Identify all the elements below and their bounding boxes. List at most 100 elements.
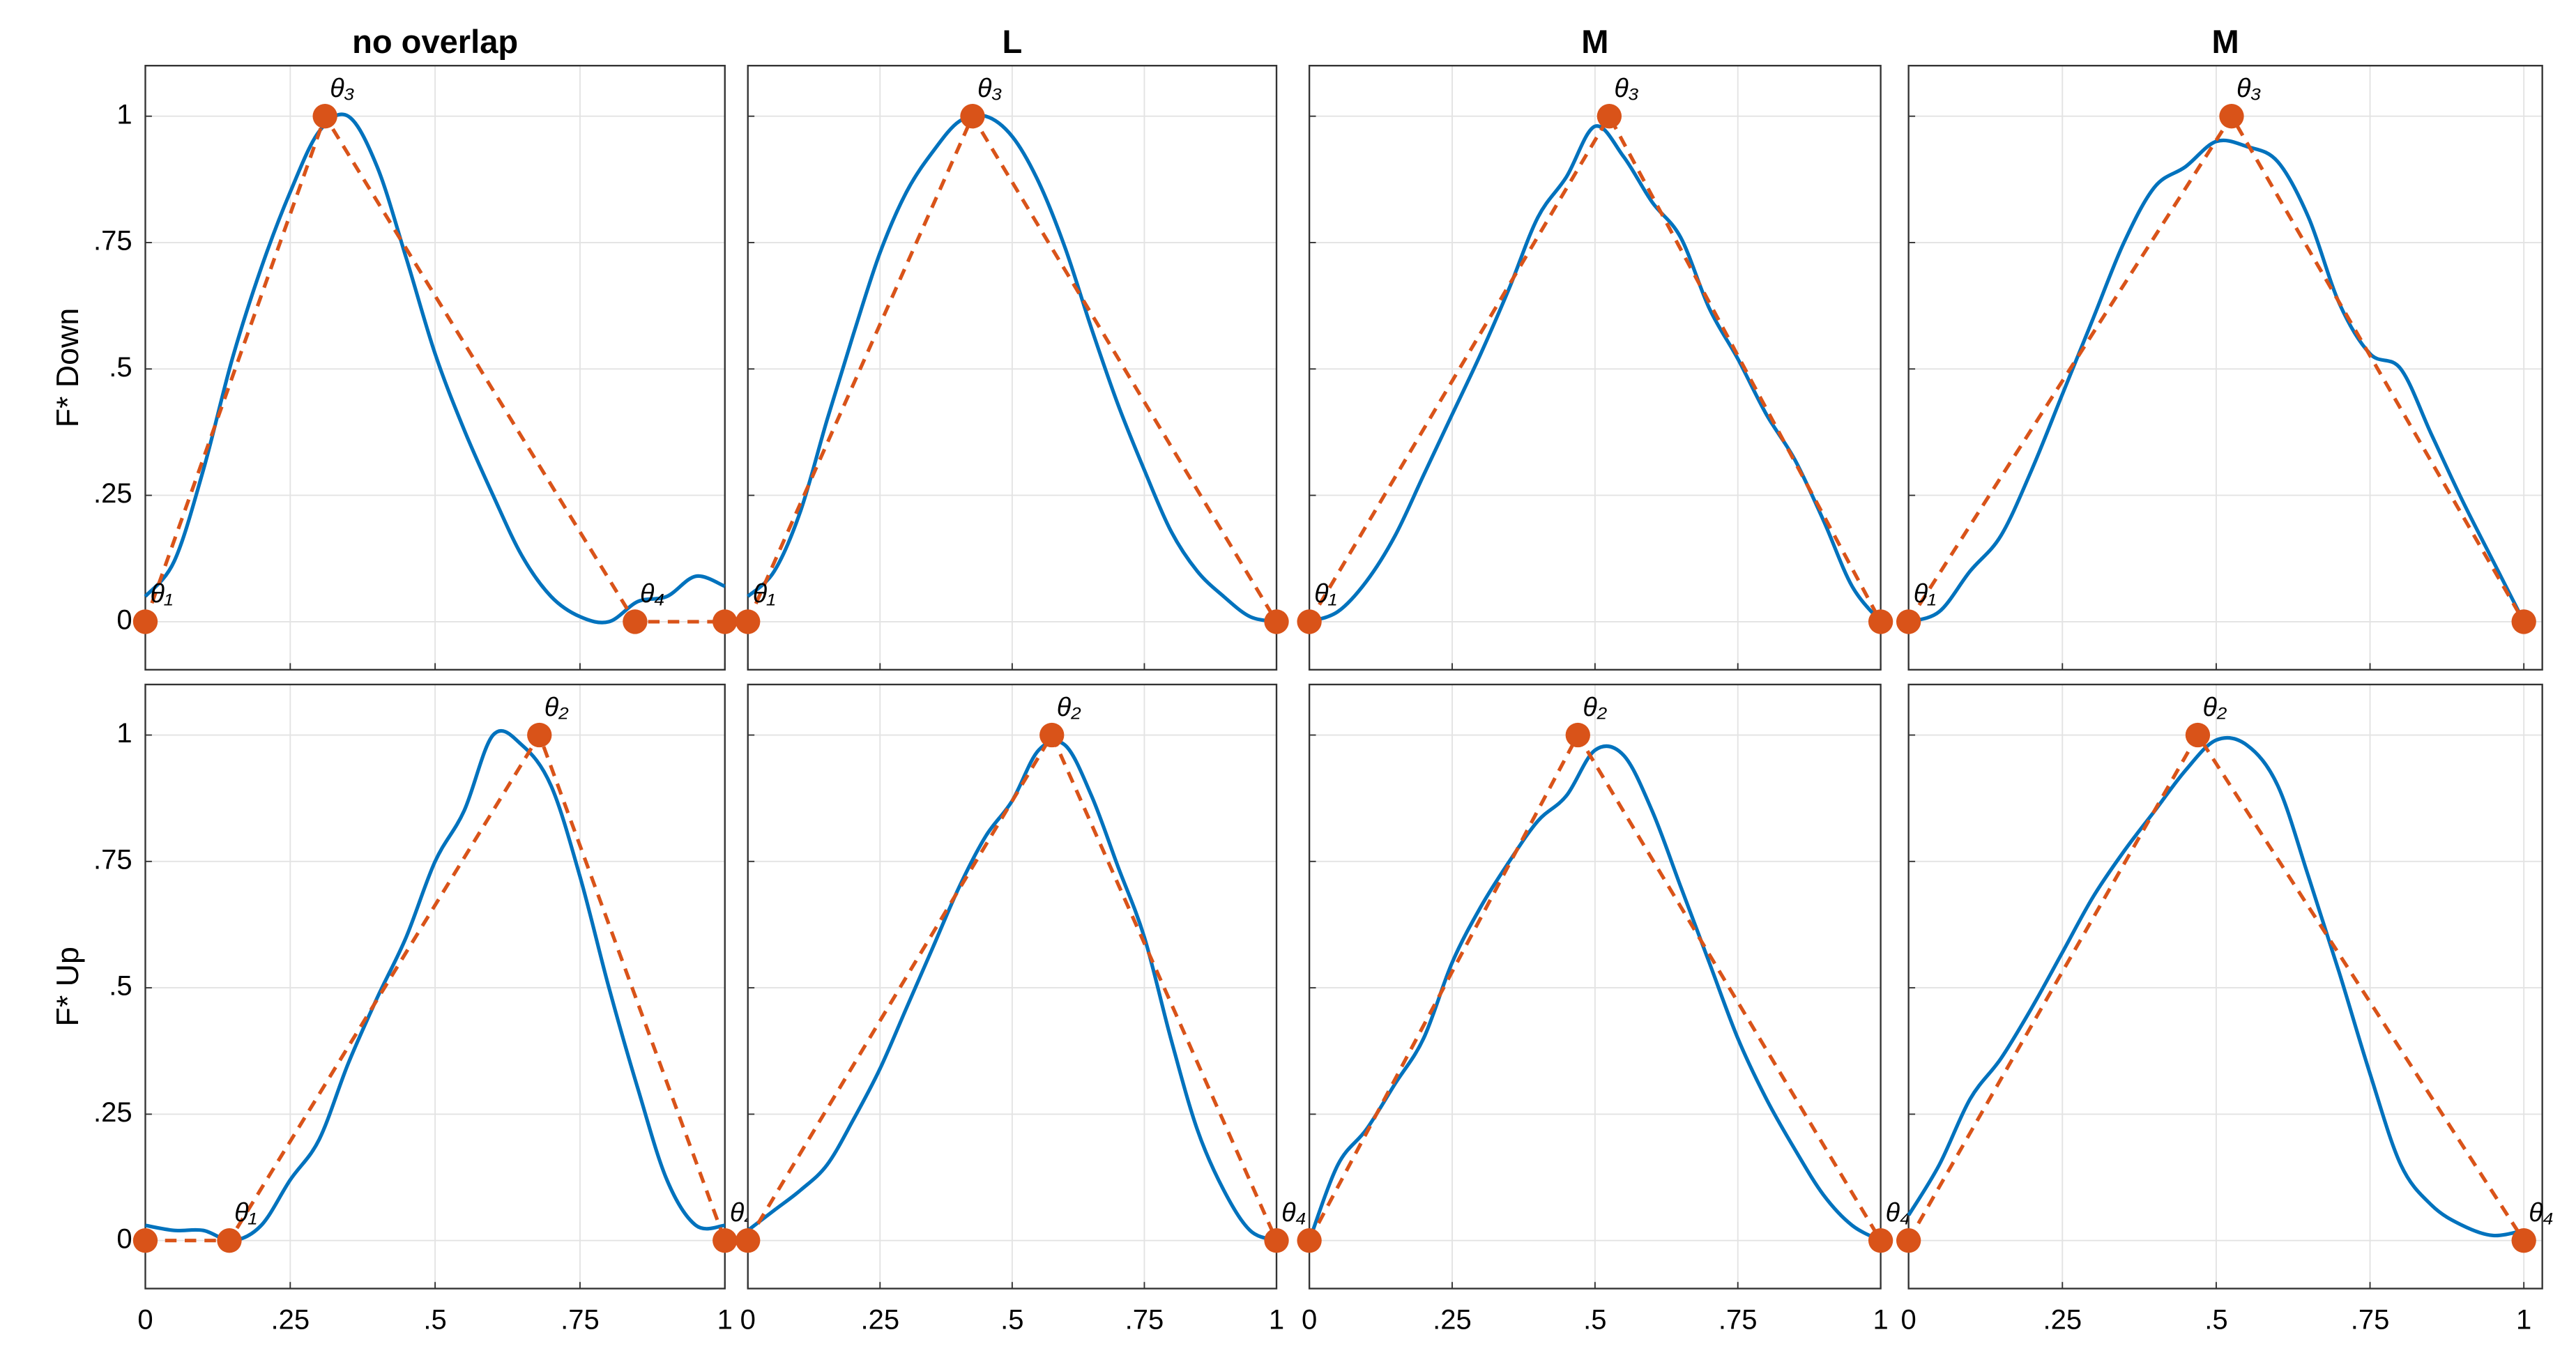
y-tick-label: 0 xyxy=(116,604,132,635)
x-tick-label: .5 xyxy=(423,1304,446,1335)
subplot-title: M xyxy=(1581,23,1608,60)
point xyxy=(960,104,985,129)
point-label: θ₂ xyxy=(1583,692,1607,721)
point-label: θ₁ xyxy=(151,579,173,608)
subplot-title: L xyxy=(1002,23,1022,60)
x-tick-label: 1 xyxy=(717,1304,733,1335)
point xyxy=(1297,609,1322,634)
point xyxy=(712,609,738,634)
point xyxy=(1264,1228,1289,1253)
point xyxy=(132,609,158,634)
point xyxy=(1596,104,1622,129)
x-tick-label: 0 xyxy=(1901,1304,1916,1335)
x-tick-label: 0 xyxy=(740,1304,756,1335)
plot-area xyxy=(1908,66,2543,670)
point xyxy=(1868,609,1893,634)
y-tick-label: .5 xyxy=(109,971,132,1002)
point xyxy=(527,722,552,748)
y-tick-label: .25 xyxy=(93,1097,132,1128)
x-tick-label: 1 xyxy=(1873,1304,1888,1335)
point-label: θ₁ xyxy=(753,579,775,608)
point xyxy=(1896,609,1921,634)
plot-frame xyxy=(747,683,1278,1290)
x-tick-label: 0 xyxy=(137,1304,153,1335)
point xyxy=(2185,722,2211,748)
dashed-line xyxy=(144,112,725,624)
x-tick-label: .75 xyxy=(1718,1304,1758,1335)
plot-frame xyxy=(747,65,1278,671)
y-axis-label: F* Down xyxy=(50,308,85,428)
point xyxy=(1297,1228,1322,1253)
dashed-line xyxy=(1307,112,1882,623)
y-tick-label: .5 xyxy=(109,352,132,383)
y-axis-label: F* Up xyxy=(50,947,85,1026)
x-tick-label: 1 xyxy=(2516,1304,2531,1335)
x-tick-label: .25 xyxy=(270,1304,310,1335)
y-tick-label: 0 xyxy=(116,1223,132,1254)
subplot: Mθ₁ θ₃ xyxy=(1896,23,2543,671)
point xyxy=(312,104,337,129)
x-tick-label: 0 xyxy=(1302,1304,1317,1335)
point-label: θ₁ xyxy=(1314,579,1336,608)
point xyxy=(712,1228,738,1253)
subplot-title: M xyxy=(2212,23,2239,60)
plot-frame xyxy=(1907,65,2543,671)
curve xyxy=(145,728,726,1243)
dashed-line xyxy=(145,731,727,1243)
plot-frame xyxy=(1308,683,1882,1290)
point xyxy=(2511,609,2536,634)
x-tick-label: .75 xyxy=(1125,1304,1164,1335)
plot-area xyxy=(1908,684,2543,1289)
x-tick-label: .75 xyxy=(561,1304,600,1335)
y-tick-label: .75 xyxy=(93,226,132,257)
point xyxy=(2511,1228,2536,1253)
curve xyxy=(144,112,726,625)
y-tick-label: 1 xyxy=(116,718,132,749)
subplot: 0 .25 .5 .75 1 θ₂ θ₄ xyxy=(1297,683,1911,1335)
point-label: θ₁ xyxy=(234,1198,257,1227)
subplot-title: no overlap xyxy=(352,23,518,60)
x-tick-label: .75 xyxy=(2351,1304,2390,1335)
subplot: Lθ₁ θ₃ xyxy=(736,23,1289,671)
y-tick-label: 1 xyxy=(116,99,132,130)
point-label: θ₄ xyxy=(2529,1198,2554,1227)
point-label: θ₃ xyxy=(2236,73,2261,102)
point xyxy=(1896,1228,1921,1253)
subplot: 0 .25 .5 .75 1 θ₂ θ₄ xyxy=(736,683,1306,1335)
point xyxy=(132,1228,158,1253)
point-label: θ₃ xyxy=(1614,73,1638,102)
curve xyxy=(1307,744,1882,1243)
point xyxy=(2219,104,2244,129)
point xyxy=(217,1228,242,1253)
point xyxy=(623,609,648,634)
plot-frame xyxy=(144,65,726,671)
point xyxy=(736,1228,761,1253)
point-label: θ₁ xyxy=(1914,579,1936,608)
point xyxy=(1039,722,1065,748)
point-label: θ₃ xyxy=(330,73,354,102)
curve xyxy=(747,739,1277,1243)
subplot: 0 .25 .5 .75 1 no overlap F* Down θ₁ θ₃ θ₄ xyxy=(50,23,738,671)
point-label: θ₄ xyxy=(1281,1198,1306,1227)
curve xyxy=(746,113,1277,624)
x-tick-label: .5 xyxy=(2204,1304,2227,1335)
point xyxy=(1565,722,1590,748)
point-label: θ₄ xyxy=(1886,1198,1911,1227)
plot-frame xyxy=(1308,65,1882,671)
y-tick-label: .25 xyxy=(93,478,132,509)
point-label: θ₄ xyxy=(640,579,665,608)
curve xyxy=(1907,735,2524,1238)
point-label: θ₂ xyxy=(2203,692,2227,721)
x-tick-label: .25 xyxy=(2043,1304,2082,1335)
subplot: 0 .25 .5 .75 1 θ₂ θ₄ xyxy=(1896,683,2554,1335)
point-label: θ₂ xyxy=(1057,692,1081,721)
point-label: θ₃ xyxy=(977,73,1002,102)
x-tick-label: 1 xyxy=(1269,1304,1284,1335)
plot-frame xyxy=(144,683,726,1290)
x-tick-label: .5 xyxy=(1000,1304,1023,1335)
x-tick-label: .25 xyxy=(860,1304,899,1335)
plot-frame xyxy=(1907,683,2543,1290)
